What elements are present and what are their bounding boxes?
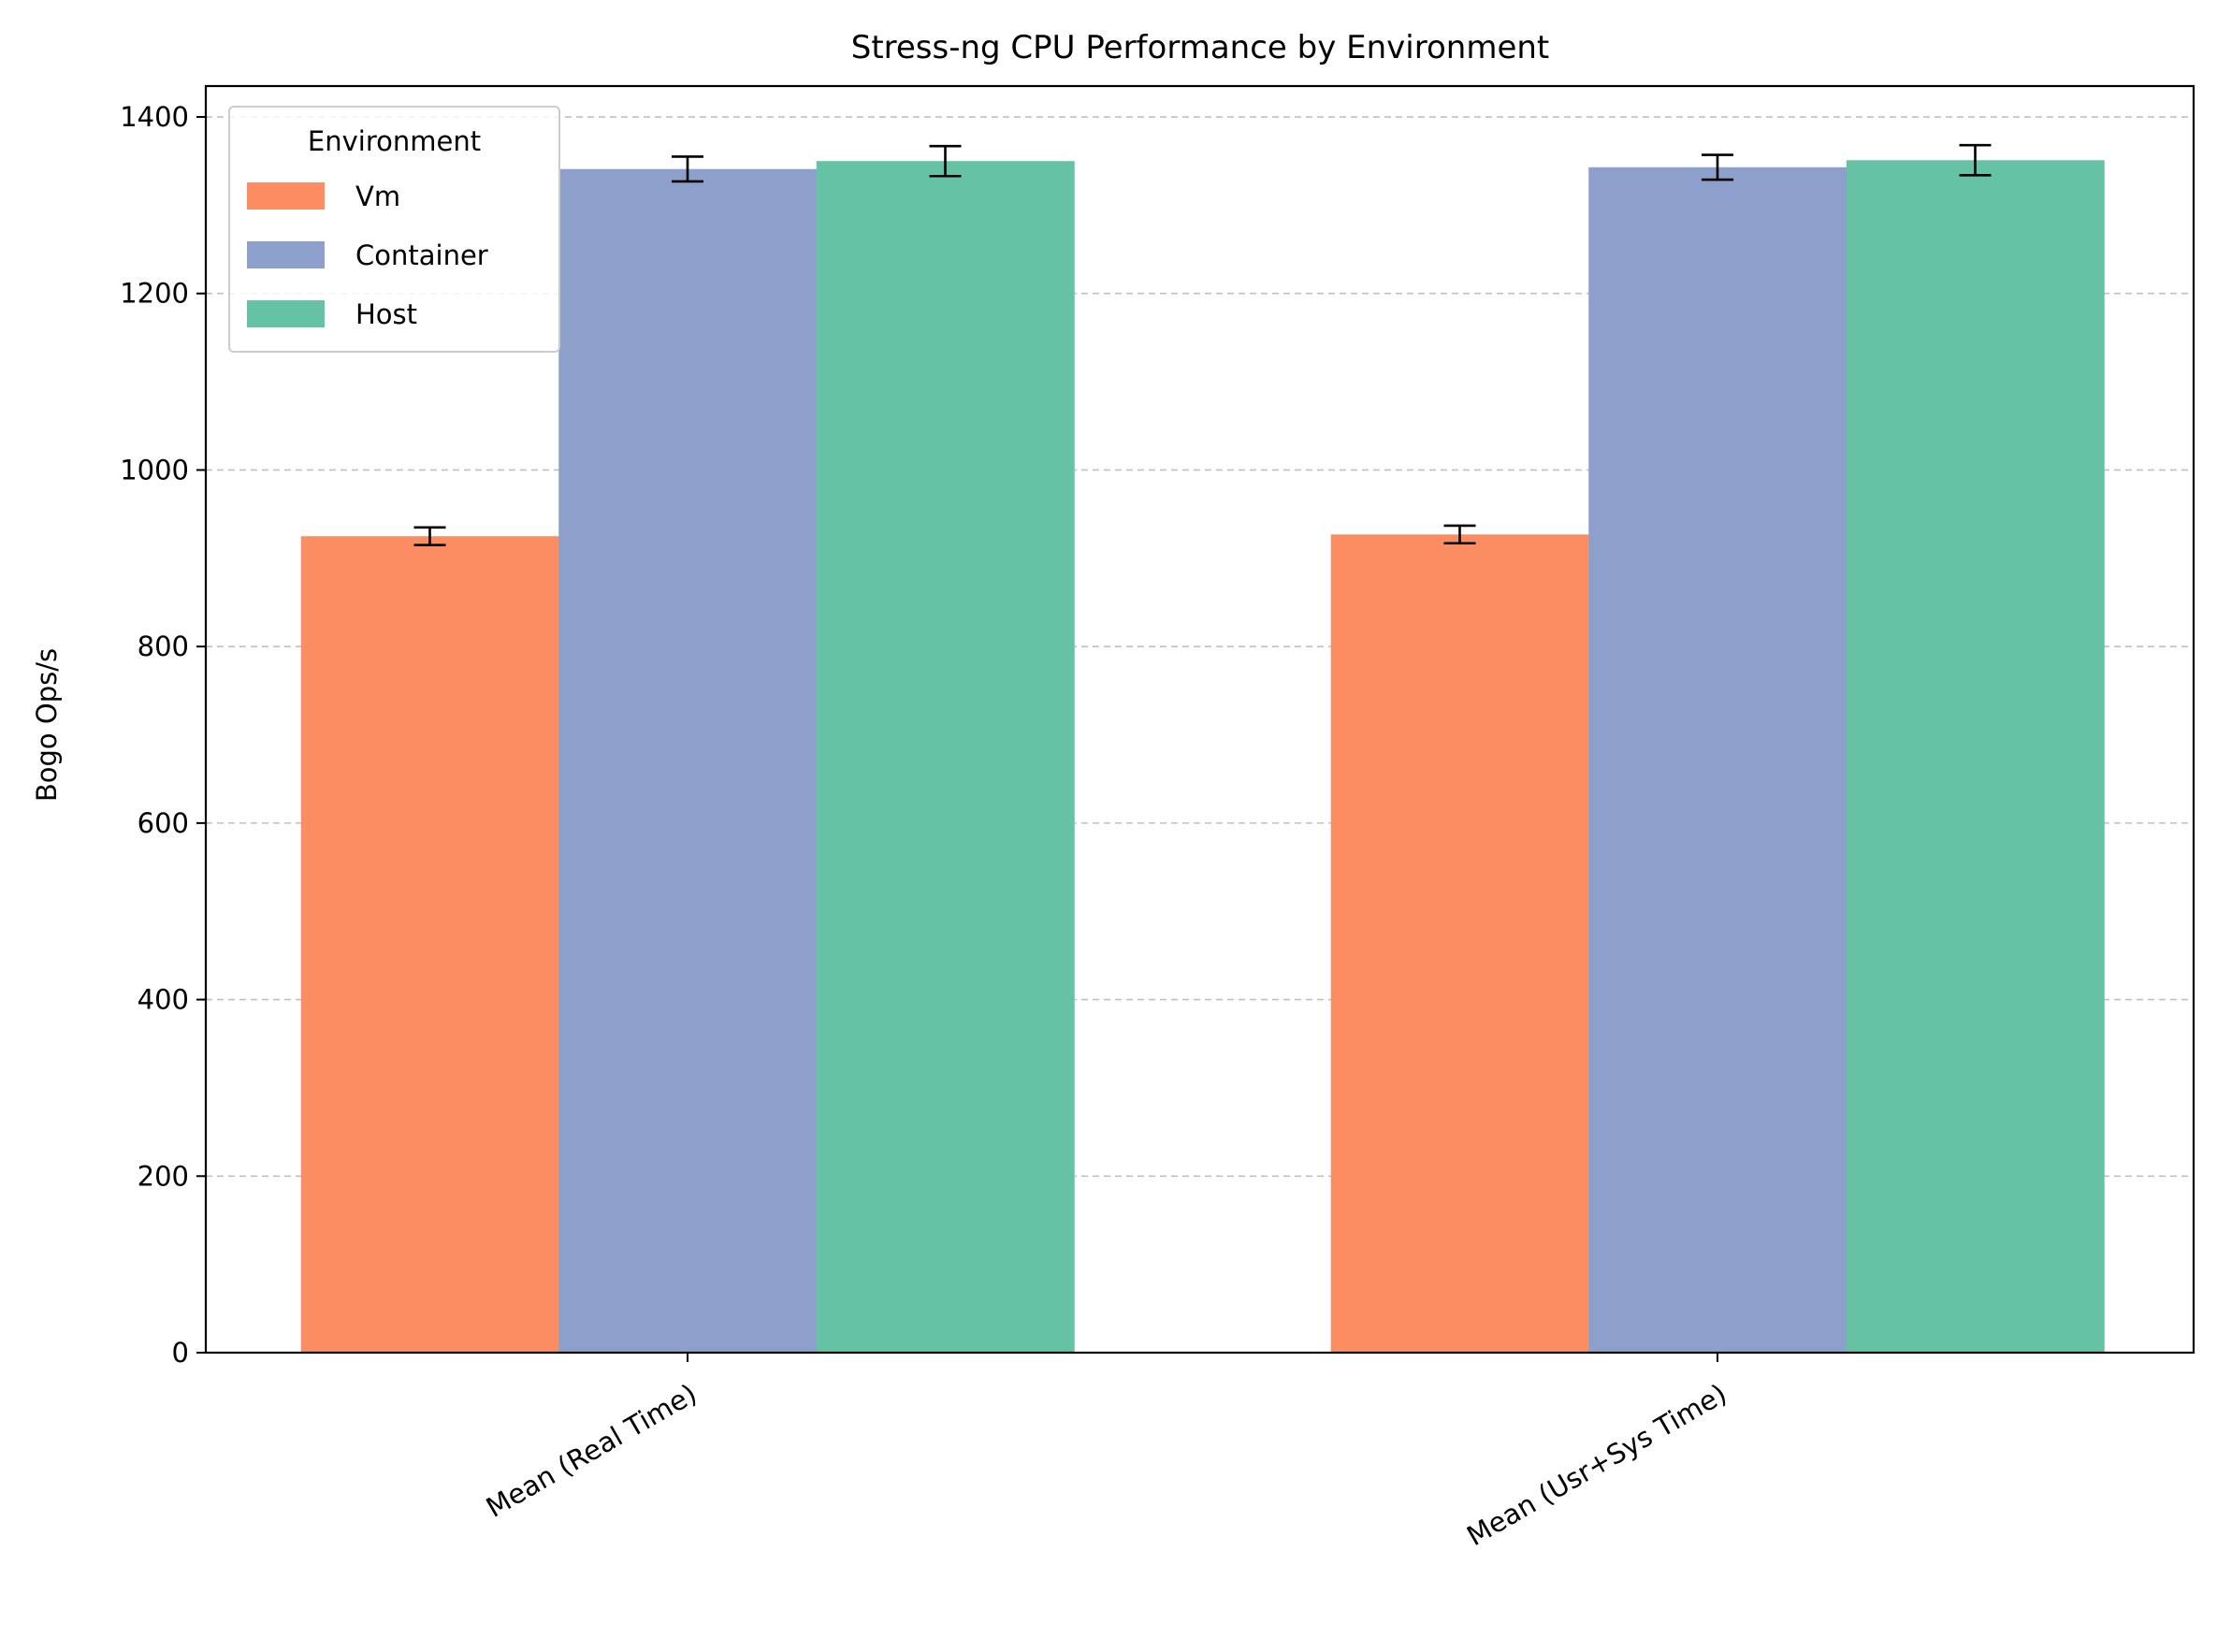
bar-container-1	[1588, 167, 1848, 1353]
y-tick-label: 0	[172, 1337, 189, 1369]
legend-label-vm: Vm	[355, 181, 400, 212]
y-axis-label: Bogo Ops/s	[31, 648, 63, 802]
legend-label-host: Host	[355, 298, 417, 330]
error-bars	[413, 143, 1992, 546]
legend-box	[228, 106, 560, 353]
y-tick-label: 400	[138, 984, 189, 1016]
bar-vm-1	[1330, 534, 1589, 1353]
legend-swatch-host	[247, 300, 325, 327]
y-tick-label: 600	[138, 807, 189, 839]
bar-vm-0	[300, 536, 559, 1353]
y-tick-label: 200	[138, 1160, 189, 1192]
x-axis: Mean (Real Time) Mean (Usr+Sys Time)	[481, 1353, 1732, 1552]
y-tick-label: 800	[138, 630, 189, 662]
y-tick-label: 1200	[120, 278, 189, 310]
bar-host-0	[816, 161, 1075, 1353]
bars	[300, 160, 2105, 1353]
y-axis: 0 200 400 600 800 1000 1200 1400	[120, 101, 206, 1369]
x-tick-label: Mean (Real Time)	[481, 1378, 703, 1524]
bar-container-0	[558, 168, 818, 1353]
y-tick-label: 1000	[120, 454, 189, 485]
legend-swatch-vm	[247, 182, 325, 210]
legend-title: Environment	[308, 125, 481, 157]
legend-label-container: Container	[355, 239, 488, 271]
chart-title: Stress-ng CPU Performance by Environment	[851, 29, 1550, 66]
plot-frame	[204, 84, 2195, 1355]
legend: Environment Vm Container Host	[228, 106, 560, 353]
y-tick-label: 1400	[120, 101, 189, 133]
x-tick-label: Mean (Usr+Sys Time)	[1461, 1378, 1732, 1553]
legend-swatch-container	[247, 241, 325, 268]
bar-host-1	[1846, 160, 2105, 1353]
